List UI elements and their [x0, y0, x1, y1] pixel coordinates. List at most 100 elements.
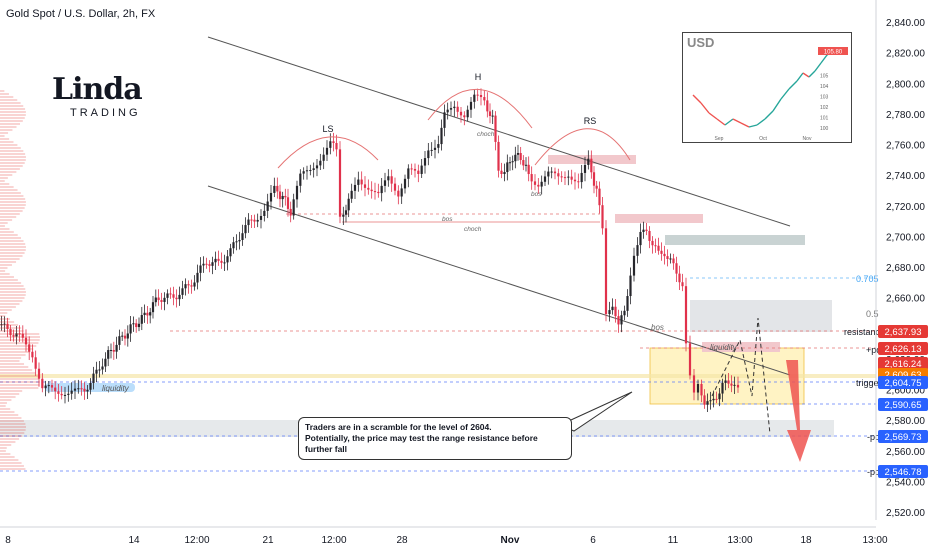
- x-tick-label: Nov: [501, 535, 520, 546]
- volume-profile-bar: [0, 357, 22, 359]
- candle-body: [315, 165, 319, 169]
- volume-profile-bar: [0, 138, 10, 140]
- candle-body: [449, 108, 453, 110]
- volume-profile-bar: [0, 114, 26, 116]
- candle-body: [47, 385, 50, 387]
- y-tick-label: 2,800.00: [886, 79, 925, 90]
- candle-body: [453, 106, 456, 109]
- candle-body: [547, 171, 550, 177]
- candle-body: [332, 141, 335, 143]
- candle-body: [567, 176, 570, 178]
- inset-x-tick: Oct: [759, 136, 767, 142]
- volume-profile-bar: [0, 102, 21, 104]
- candle-body: [446, 109, 449, 113]
- candle-body: [654, 245, 657, 247]
- label-choch-mid: choch: [464, 226, 482, 233]
- candle-body: [37, 368, 41, 379]
- candle-body: [129, 324, 132, 334]
- supply-zone-upper: [665, 235, 805, 245]
- volume-profile-bar: [0, 276, 14, 278]
- candle-body: [229, 248, 232, 257]
- y-tick-label: 2,760.00: [886, 141, 925, 152]
- y-tick-label: 2,720.00: [886, 202, 925, 213]
- label-fib-0705: 0.705: [856, 274, 879, 284]
- volume-profile-bar: [0, 171, 17, 173]
- volume-profile-bar: [0, 465, 24, 467]
- inset-price-segment: [764, 110, 774, 120]
- candle-body: [104, 358, 107, 367]
- candle-body: [70, 390, 73, 394]
- liquidity-zone-right: [702, 342, 780, 352]
- candle-body: [494, 115, 497, 142]
- label-choch-top: choch: [477, 131, 495, 138]
- candle-body: [580, 172, 583, 183]
- candle-body: [623, 310, 626, 316]
- candle-body: [519, 153, 522, 161]
- candle-body: [67, 393, 70, 395]
- candle-body: [184, 284, 187, 289]
- candle-body: [488, 111, 492, 116]
- candle-body: [684, 286, 688, 344]
- candle-body: [506, 162, 509, 173]
- volume-profile-bar: [0, 426, 26, 428]
- y-tick-label: 2,540.00: [886, 477, 925, 488]
- inset-y-tick: 105: [820, 74, 829, 80]
- candle-body: [724, 380, 727, 383]
- volume-profile-bar: [0, 177, 8, 179]
- candle-body: [672, 258, 675, 264]
- x-tick-label: 18: [800, 535, 812, 546]
- candle-body: [12, 335, 15, 337]
- volume-profile-bar: [0, 174, 13, 176]
- candle-body: [380, 185, 383, 194]
- candle-body: [347, 198, 350, 211]
- candle-body: [543, 176, 547, 182]
- candle-body: [344, 210, 348, 215]
- candle-body: [540, 181, 543, 187]
- inset-y-tick: 101: [820, 116, 829, 122]
- volume-profile-bar: [0, 210, 23, 212]
- candle-body: [115, 344, 118, 352]
- label-liquidity-left: liquidity: [102, 384, 130, 393]
- volume-profile-bar: [0, 108, 26, 110]
- x-tick-label: 28: [396, 535, 408, 546]
- candle-body: [60, 393, 63, 396]
- candle-body: [715, 398, 718, 400]
- volume-profile-bar: [0, 228, 10, 230]
- candle-body: [223, 262, 226, 264]
- price-label-bg: [878, 325, 928, 338]
- candle-body: [733, 384, 736, 386]
- candle-body: [620, 315, 623, 325]
- volume-profile-bar: [0, 381, 40, 383]
- candle-body: [187, 284, 190, 286]
- candle-body: [563, 177, 567, 179]
- volume-profile-bar: [0, 324, 18, 326]
- volume-profile-bar: [0, 450, 6, 452]
- inset-price-segment: [700, 102, 710, 114]
- volume-profile-bar: [0, 204, 26, 206]
- candle-body: [443, 112, 446, 128]
- candle-body: [598, 188, 601, 206]
- price-label-bg: [878, 357, 928, 370]
- candle-body: [50, 385, 54, 388]
- volume-profile-bar: [0, 90, 5, 92]
- price-label: 2,590.65: [885, 400, 922, 411]
- inset-price-segment: [820, 54, 828, 64]
- candle-body: [721, 382, 724, 394]
- volume-profile-bar: [0, 321, 15, 323]
- candle-body: [476, 94, 479, 96]
- volume-profile-bar: [0, 249, 26, 251]
- volume-profile-bar: [0, 327, 22, 329]
- candle-body: [587, 158, 590, 165]
- candle-body: [423, 158, 427, 166]
- candle-body: [688, 343, 692, 376]
- price-labels: 2,637.93 2,626.13 2,616.242,609.632,604.75…: [878, 325, 928, 478]
- candle-body: [669, 258, 672, 260]
- candle-body: [595, 185, 598, 189]
- volume-profile-bar: [0, 255, 23, 257]
- x-tick-label: 12:00: [321, 535, 346, 546]
- candle-body: [410, 168, 413, 170]
- inset-price-segment: [692, 94, 702, 104]
- candle-body: [550, 171, 553, 173]
- candle-body: [193, 282, 196, 287]
